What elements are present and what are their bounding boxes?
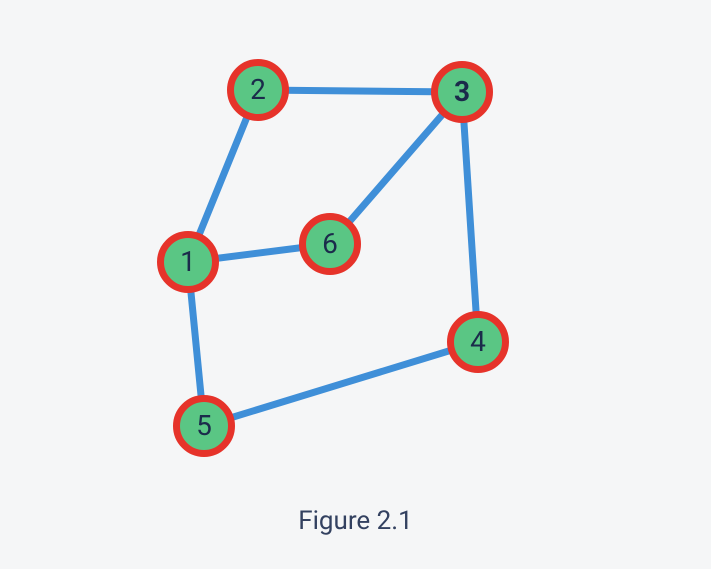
figure-caption: Figure 2.1 — [0, 506, 711, 536]
node-1: 1 — [157, 231, 219, 293]
node-2: 2 — [227, 59, 289, 121]
node-label-6: 6 — [322, 227, 338, 260]
edge-5-4 — [204, 342, 478, 426]
node-label-2: 2 — [250, 73, 266, 106]
graph-edges-layer — [0, 0, 711, 569]
node-label-4: 4 — [470, 325, 486, 358]
node-label-5: 5 — [196, 409, 212, 442]
node-5: 5 — [173, 395, 235, 457]
node-label-1: 1 — [180, 245, 196, 278]
figure-caption-text: Figure 2.1 — [298, 506, 413, 536]
node-label-3: 3 — [454, 75, 470, 108]
edge-3-4 — [462, 92, 478, 342]
graph-figure: 1 2 3 4 5 6 Figure 2.1 — [0, 0, 711, 569]
node-4: 4 — [447, 311, 509, 373]
node-6: 6 — [299, 213, 361, 275]
node-3: 3 — [431, 61, 493, 123]
